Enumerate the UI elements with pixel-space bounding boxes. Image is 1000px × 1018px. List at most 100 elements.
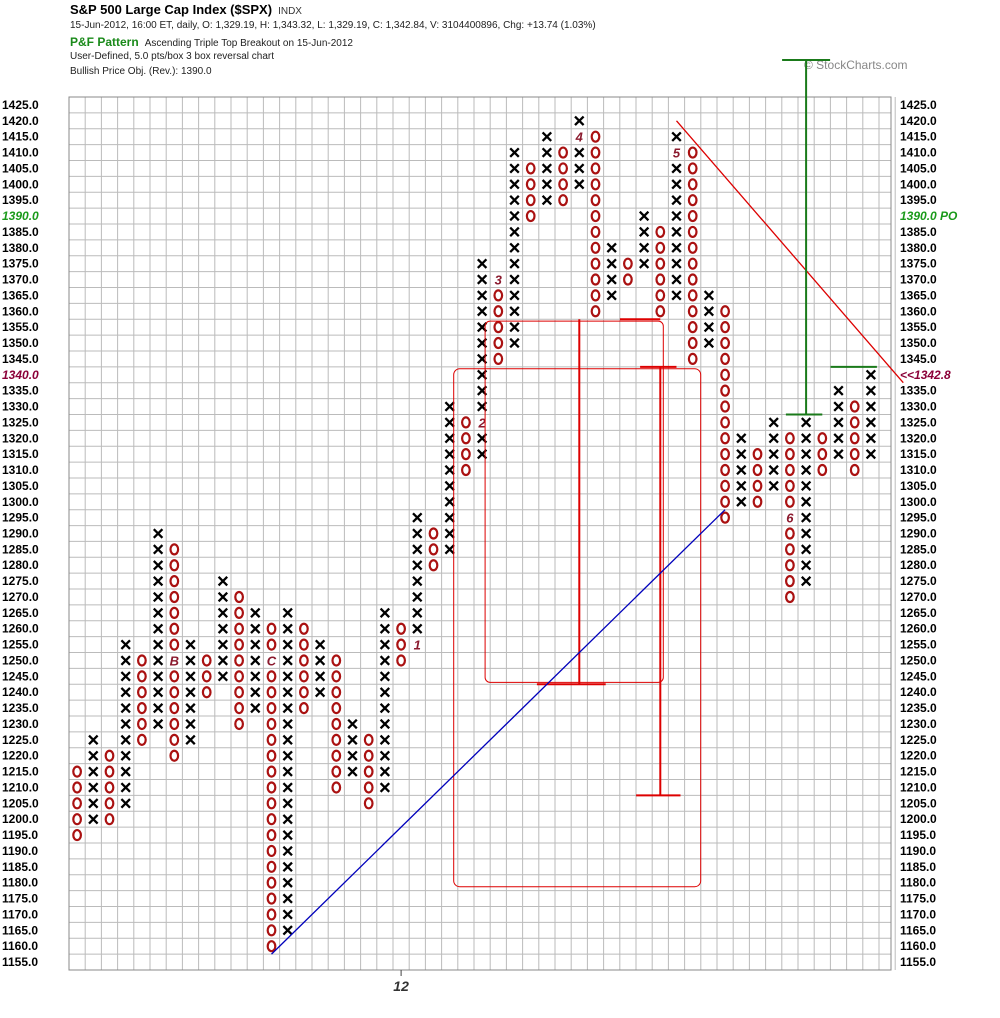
y-tick-label-left: 1220.0 — [2, 749, 39, 763]
x-box — [379, 655, 391, 666]
x-box — [412, 591, 423, 603]
x-box — [217, 639, 229, 650]
y-tick-label-right: 1330.0 — [900, 400, 937, 414]
x-box — [736, 449, 747, 460]
o-box — [331, 670, 342, 683]
x-box — [120, 687, 131, 698]
y-tick-label-left: 1325.0 — [2, 415, 39, 429]
x-box — [833, 433, 844, 444]
x-box — [574, 179, 585, 190]
x-box — [152, 560, 164, 571]
y-tick-label-right: 1295.0 — [900, 511, 937, 525]
y-tick-label-left: 1295.0 — [2, 511, 39, 525]
o-box — [720, 336, 730, 350]
o-box — [169, 733, 180, 746]
x-box — [865, 449, 877, 460]
x-box — [509, 242, 520, 253]
o-box — [72, 797, 82, 810]
x-box — [314, 639, 326, 650]
o-box — [266, 733, 277, 746]
y-tick-label-left: 1185.0 — [2, 860, 38, 874]
o-box — [525, 178, 536, 191]
y-tick-label-left: 1290.0 — [2, 527, 39, 541]
x-box — [282, 655, 293, 666]
x-box — [282, 702, 293, 714]
o-box — [687, 257, 698, 270]
o-box — [590, 305, 601, 318]
y-tick-label-left: 1360.0 — [2, 304, 39, 318]
y-tick-label-right: 1365.0 — [900, 288, 937, 302]
o-box — [849, 448, 860, 461]
x-box — [509, 306, 520, 317]
x-box — [120, 655, 131, 666]
plot-border — [68, 96, 892, 971]
quote-line: 15-Jun-2012, 16:00 ET, daily, O: 1,329.1… — [70, 20, 596, 31]
x-box — [347, 718, 358, 730]
o-box — [169, 543, 180, 556]
y-tick-label-left: 1170.0 — [2, 907, 38, 921]
x-box — [541, 163, 553, 174]
o-box — [169, 590, 180, 604]
y-tick-label-left: 1425.0 — [2, 98, 39, 112]
y-tick-label-right: 1215.0 — [900, 765, 937, 779]
x-box — [185, 671, 196, 682]
x-box — [314, 655, 326, 666]
x-box — [282, 861, 293, 872]
o-box — [720, 511, 730, 524]
y-tick-label-right: 1265.0 — [900, 606, 937, 620]
o-box — [169, 701, 180, 715]
y-tick-label-left: 1310.0 — [2, 463, 39, 477]
x-box — [152, 607, 164, 618]
x-box — [865, 433, 877, 444]
x-box — [444, 417, 455, 428]
y-tick-label-right: 1290.0 — [900, 527, 937, 541]
x-box — [476, 274, 488, 285]
o-box — [266, 781, 277, 794]
x-box — [152, 576, 164, 587]
o-box — [849, 416, 860, 429]
x-box — [120, 718, 131, 730]
x-box — [379, 734, 391, 745]
x-box — [833, 417, 844, 428]
x-box — [379, 687, 391, 698]
y-tick-label-right: 1225.0 — [900, 733, 937, 747]
o-box — [525, 194, 536, 207]
o-box — [785, 448, 795, 461]
o-box — [720, 321, 730, 334]
x-box — [509, 290, 520, 301]
x-box — [865, 401, 877, 412]
o-box — [817, 448, 828, 461]
o-box — [720, 416, 730, 429]
y-tick-label-left: 1315.0 — [2, 447, 39, 461]
o-box — [266, 876, 277, 889]
o-box — [752, 448, 763, 461]
x-box — [379, 782, 391, 793]
x-box — [865, 369, 877, 380]
x-box — [185, 687, 196, 698]
x-box — [509, 274, 520, 285]
y-tick-label-right: 1335.0 — [900, 384, 937, 398]
o-box — [687, 321, 698, 334]
o-box — [687, 289, 698, 302]
x-box — [703, 306, 715, 317]
y-tick-label-right: 1405.0 — [900, 161, 937, 175]
support-trendline — [271, 509, 726, 955]
y-tick-label-right: 1425.0 — [900, 98, 937, 112]
o-box — [785, 432, 795, 445]
o-box — [266, 828, 277, 842]
y-tick-label-right: 1380.0 — [900, 241, 937, 255]
x-box — [541, 195, 553, 206]
o-box — [558, 146, 568, 159]
o-box — [687, 162, 698, 175]
y-tick-label-right: 1325.0 — [900, 415, 937, 429]
x-box — [444, 496, 455, 507]
o-box — [752, 479, 763, 492]
y-tick-label-right: 1230.0 — [900, 717, 937, 731]
y-tick-label-left: 1385.0 — [2, 225, 39, 239]
o-box — [266, 622, 277, 635]
o-box — [687, 336, 698, 350]
x-box — [282, 845, 293, 857]
o-box — [169, 622, 180, 635]
y-tick-label-right: 1160.0 — [900, 939, 936, 953]
